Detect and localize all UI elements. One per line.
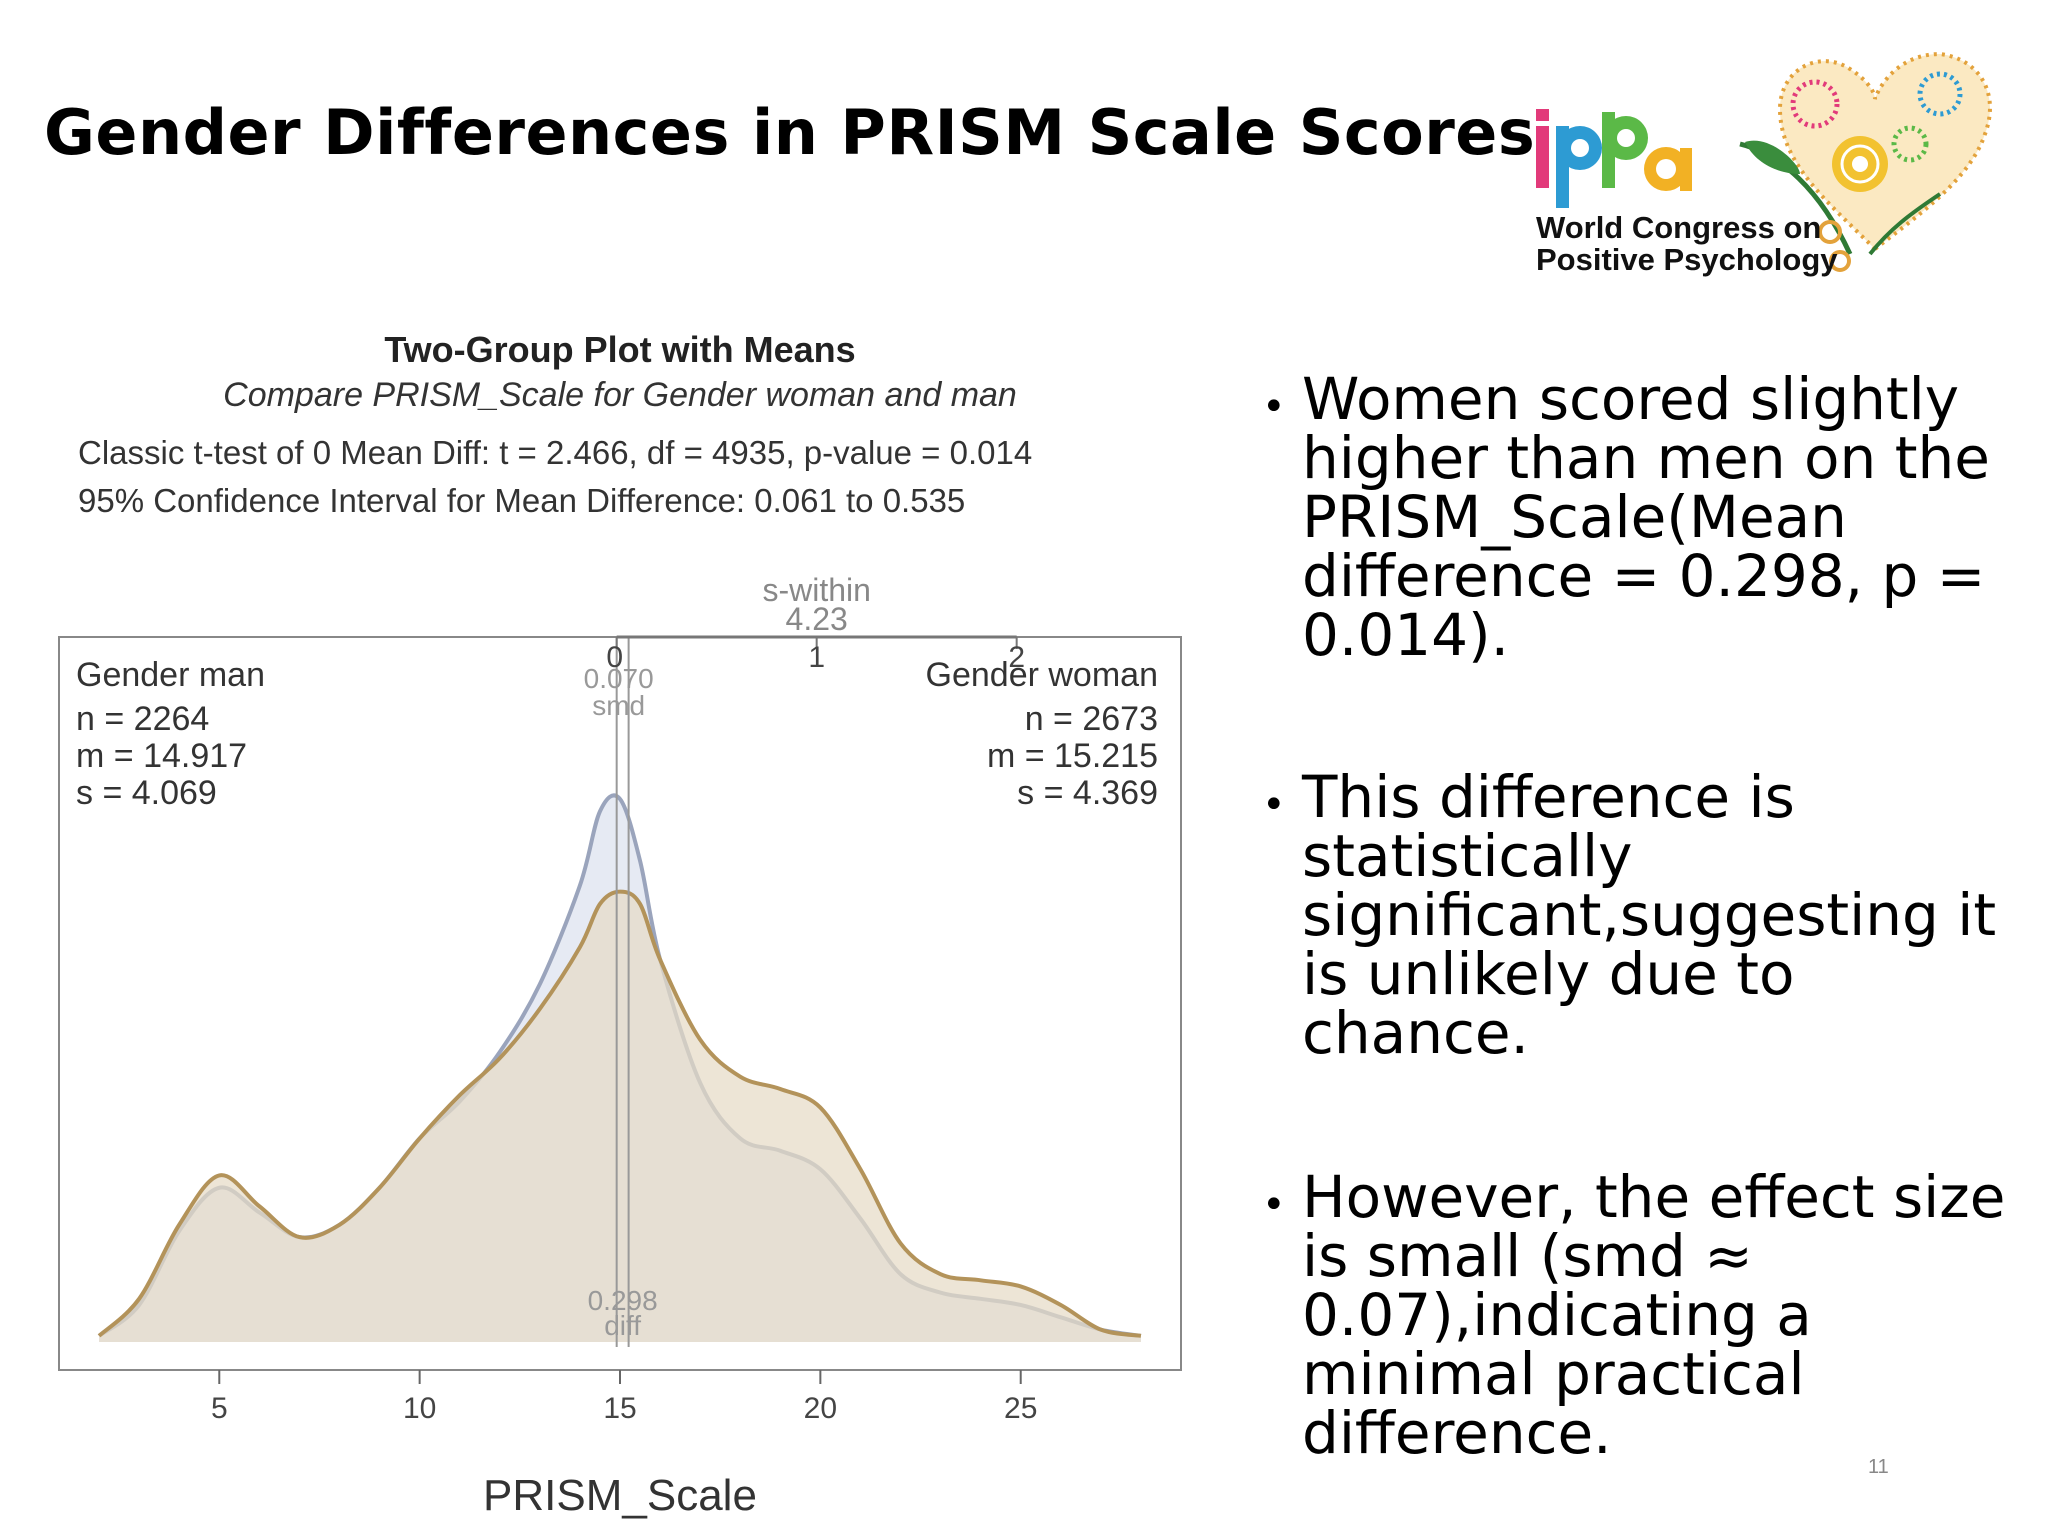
density-areas [97, 793, 1142, 1342]
group-woman-mean: m = 15.215 [987, 737, 1158, 775]
diff-value: 0.298 [588, 1285, 658, 1316]
x-tick-label: 20 [804, 1392, 837, 1425]
smd-tick-label: 0 [606, 641, 623, 674]
x-tick-label: 15 [603, 1392, 636, 1425]
group-woman-n: n = 2673 [1025, 700, 1158, 738]
x-axis: 5 10 15 20 25 [211, 1370, 1037, 1425]
x-tick-label: 10 [403, 1392, 436, 1425]
smd-label: smd [592, 690, 645, 721]
group-man-sd: s = 4.069 [76, 774, 217, 812]
slide-title: Gender Differences in PRISM Scale Scores [44, 96, 1536, 169]
stats-line-2: 95% Confidence Interval for Mean Differe… [78, 482, 965, 519]
group-man-label: Gender man [76, 656, 265, 694]
group-man-n: n = 2264 [76, 700, 209, 738]
density-fill-woman [99, 891, 1141, 1342]
logo-line-1: World Congress on [1536, 210, 1822, 245]
x-tick-label: 25 [1004, 1392, 1037, 1425]
heart-flower-icon [1739, 51, 1992, 272]
ippa-logo [1536, 51, 1992, 272]
group-woman-label: Gender woman [926, 656, 1158, 694]
density-line-woman [97, 889, 1142, 1338]
smd-value: 0.070 [584, 663, 654, 694]
two-group-density-chart: Two-Group Plot with Means Compare PRISM_… [58, 330, 1182, 1520]
smd-tick-label: 2 [1008, 641, 1025, 674]
x-tick-label: 5 [211, 1392, 228, 1425]
smd-tick-label: 1 [808, 641, 825, 674]
group-woman-sd: s = 4.369 [1017, 774, 1158, 812]
s-within-value: 4.23 [786, 601, 848, 637]
stats-line-1: Classic t-test of 0 Mean Diff: t = 2.466… [78, 434, 1032, 471]
ippa-logo-mark [1536, 109, 1692, 208]
bullet-text: This difference is statistically signifi… [1302, 763, 1997, 1067]
diff-label: diff [604, 1310, 641, 1341]
group-man-mean: m = 14.917 [76, 737, 247, 775]
logo-line-2: Positive Psychology [1536, 242, 1838, 277]
s-within-label: s-within [762, 572, 870, 608]
x-axis-label: PRISM_Scale [483, 1471, 757, 1520]
bullet-text: Women scored slightly higher than men on… [1302, 365, 1990, 669]
chart-title: Two-Group Plot with Means [384, 330, 855, 370]
page-number: 11 [1868, 1456, 1889, 1478]
bullet-text: However, the effect size is small (smd ≈… [1302, 1163, 2006, 1467]
chart-subtitle: Compare PRISM_Scale for Gender woman and… [223, 376, 1017, 414]
